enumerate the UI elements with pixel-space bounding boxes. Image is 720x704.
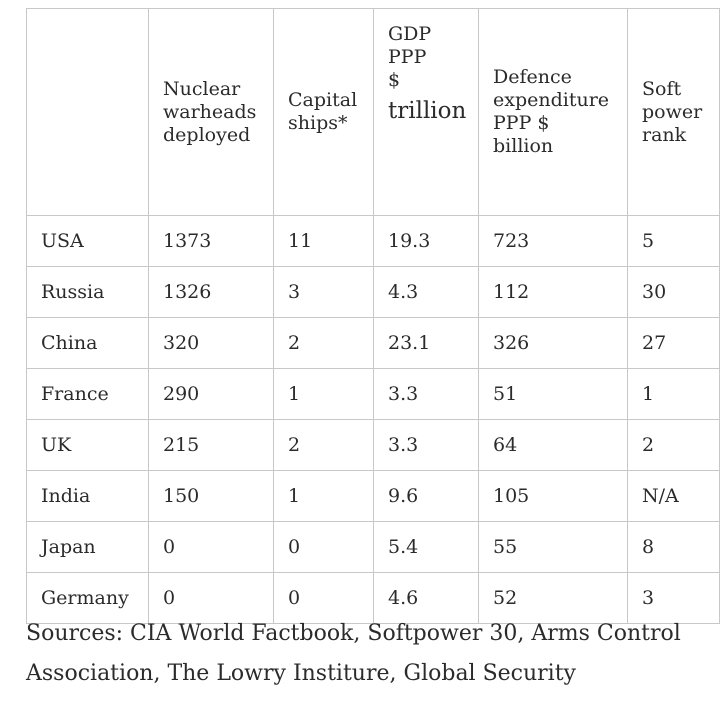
cell-gdp: 4.3 <box>373 266 479 318</box>
header-country <box>26 8 149 216</box>
table-row: Japan 0 0 5.4 55 8 <box>26 521 720 573</box>
table-row: India 150 1 9.6 105 N/A <box>26 470 720 522</box>
cell-country: China <box>26 317 149 369</box>
cell-soft: 3 <box>627 572 720 624</box>
cell-ships: 0 <box>273 521 374 573</box>
header-ships: Capital ships* <box>273 8 374 216</box>
cell-defence: 64 <box>478 419 628 471</box>
cell-defence: 723 <box>478 215 628 267</box>
cell-gdp: 3.3 <box>373 419 479 471</box>
header-warheads: Nuclear warheads deployed <box>148 8 274 216</box>
cell-ships: 3 <box>273 266 374 318</box>
header-defence-label: Defence expenditure PPP $ billion <box>493 66 610 157</box>
table-row: Russia 1326 3 4.3 112 30 <box>26 266 720 318</box>
cell-soft: 2 <box>627 419 720 471</box>
cell-country: India <box>26 470 149 522</box>
cell-gdp: 5.4 <box>373 521 479 573</box>
data-table: Nuclear warheads deployed Capital ships*… <box>26 8 720 624</box>
cell-defence: 112 <box>478 266 628 318</box>
cell-ships: 2 <box>273 419 374 471</box>
cell-gdp: 19.3 <box>373 215 479 267</box>
cell-ships: 11 <box>273 215 374 267</box>
cell-defence: 326 <box>478 317 628 369</box>
header-row: Nuclear warheads deployed Capital ships*… <box>26 8 720 216</box>
header-gdp-label-top: GDP PPP $ <box>388 23 432 91</box>
table-row: USA 1373 11 19.3 723 5 <box>26 215 720 267</box>
table-row: Germany 0 0 4.6 52 3 <box>26 572 720 624</box>
header-defence: Defence expenditure PPP $ billion <box>478 8 628 216</box>
table-row: China 320 2 23.1 326 27 <box>26 317 720 369</box>
cell-soft: 8 <box>627 521 720 573</box>
cell-ships: 1 <box>273 368 374 420</box>
cell-gdp: 23.1 <box>373 317 479 369</box>
cell-defence: 55 <box>478 521 628 573</box>
cell-country: Russia <box>26 266 149 318</box>
cell-defence: 51 <box>478 368 628 420</box>
sources-note: Sources: CIA World Factbook, Softpower 3… <box>26 621 681 686</box>
cell-ships: 1 <box>273 470 374 522</box>
cell-warheads: 215 <box>148 419 274 471</box>
cell-warheads: 0 <box>148 521 274 573</box>
cell-warheads: 320 <box>148 317 274 369</box>
cell-gdp: 4.6 <box>373 572 479 624</box>
cell-soft: N/A <box>627 470 720 522</box>
cell-soft: 27 <box>627 317 720 369</box>
cell-defence: 105 <box>478 470 628 522</box>
cell-ships: 2 <box>273 317 374 369</box>
cell-soft: 30 <box>627 266 720 318</box>
cell-country: USA <box>26 215 149 267</box>
table-row: France 290 1 3.3 51 1 <box>26 368 720 420</box>
cell-gdp: 3.3 <box>373 368 479 420</box>
cell-warheads: 150 <box>148 470 274 522</box>
header-ships-label: Capital ships* <box>288 89 358 134</box>
cell-country: Germany <box>26 572 149 624</box>
cell-country: France <box>26 368 149 420</box>
cell-gdp: 9.6 <box>373 470 479 522</box>
header-warheads-label: Nuclear warheads deployed <box>163 77 257 146</box>
cell-soft: 5 <box>627 215 720 267</box>
cell-warheads: 290 <box>148 368 274 420</box>
table-header: Nuclear warheads deployed Capital ships*… <box>26 8 720 216</box>
cell-country: Japan <box>26 521 149 573</box>
cell-warheads: 1326 <box>148 266 274 318</box>
header-gdp: GDP PPP $ trillion <box>373 8 479 216</box>
table-row: UK 215 2 3.3 64 2 <box>26 419 720 471</box>
cell-soft: 1 <box>627 368 720 420</box>
cell-country: UK <box>26 419 149 471</box>
header-soft-power-label: Soft power rank <box>642 77 703 146</box>
cell-warheads: 1373 <box>148 215 274 267</box>
table-body: USA 1373 11 19.3 723 5 Russia 1326 3 4.3 112 30 Chin… <box>26 215 720 624</box>
header-soft-power: Soft power rank <box>627 8 720 216</box>
header-gdp-label-bottom: trillion <box>388 98 467 124</box>
cell-warheads: 0 <box>148 572 274 624</box>
